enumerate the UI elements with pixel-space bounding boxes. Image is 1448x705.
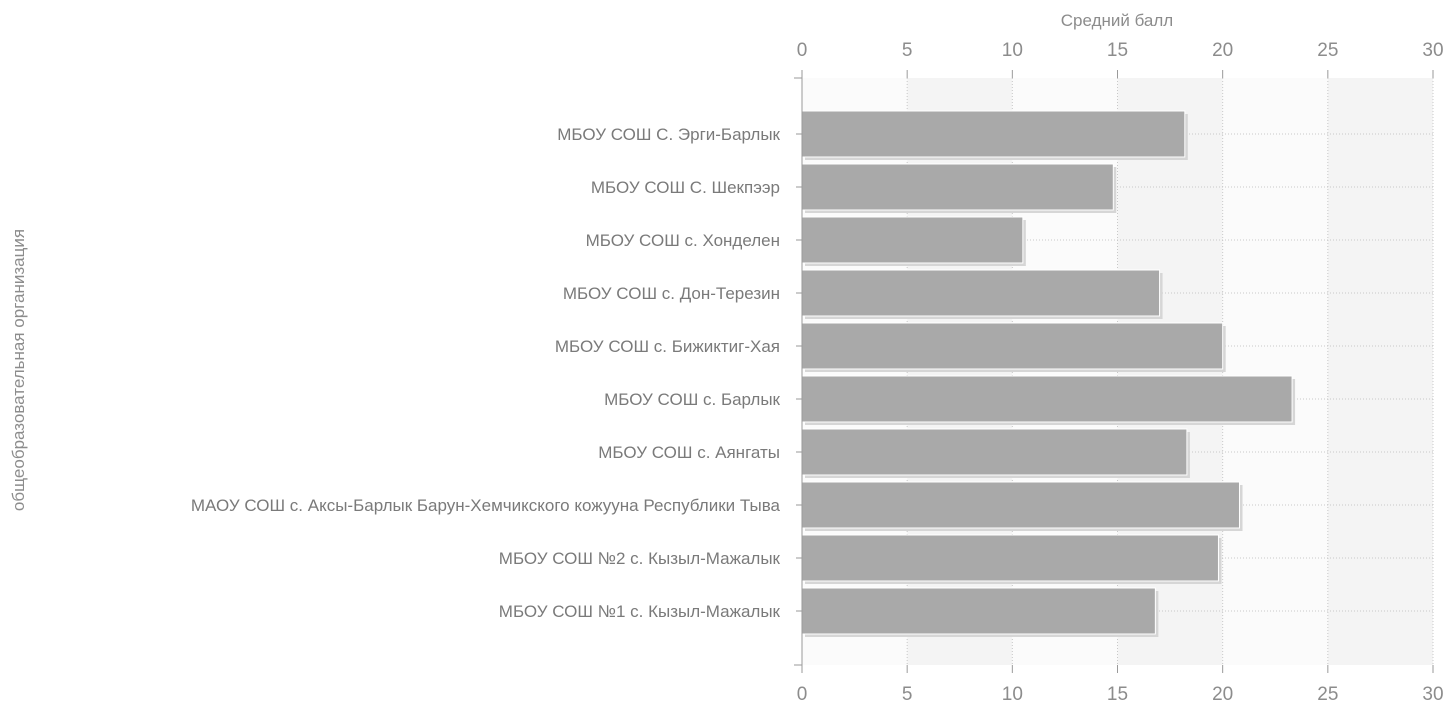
plot-band <box>1223 78 1328 665</box>
bar <box>802 323 1223 369</box>
x-tick-label-bottom: 20 <box>1212 684 1233 705</box>
x-tick-label-bottom: 15 <box>1107 684 1128 705</box>
category-label: МБОУ СОШ с. Бижиктиг-Хая <box>555 337 780 356</box>
y-axis-title: общеобразовательная организация <box>9 229 28 511</box>
x-axis-ticks-bottom: 0 5 10 15 20 25 30 <box>797 684 1444 705</box>
bar <box>802 217 1023 263</box>
category-label: МБОУ СОШ С. Шекпээр <box>591 178 780 197</box>
bar <box>802 429 1187 475</box>
bar <box>802 376 1292 422</box>
category-label: МБОУ СОШ №1 с. Кызыл-Мажалык <box>499 602 781 621</box>
x-tick-label-top: 15 <box>1107 40 1128 61</box>
x-tick-label-top: 5 <box>902 40 913 61</box>
category-labels: МБОУ СОШ С. Эрги-Барлык МБОУ СОШ С. Шекпэ… <box>191 125 781 621</box>
bar <box>802 111 1185 157</box>
x-axis-title: Средний балл <box>1061 11 1173 30</box>
x-tick-label-top: 20 <box>1212 40 1233 61</box>
x-tick-label-top: 10 <box>1002 40 1023 61</box>
category-label: МБОУ СОШ №2 с. Кызыл-Мажалык <box>499 549 781 568</box>
x-tick-label-bottom: 10 <box>1002 684 1023 705</box>
category-label: МБОУ СОШ с. Аянгаты <box>598 443 780 462</box>
bar <box>802 535 1218 581</box>
plot-band <box>1328 78 1433 665</box>
bar <box>802 164 1113 210</box>
category-label: МБОУ СОШ с. Барлык <box>604 390 780 409</box>
category-label: МБОУ СОШ С. Эрги-Барлык <box>557 125 780 144</box>
x-tick-label-top: 0 <box>797 40 808 61</box>
x-tick-label-top: 30 <box>1422 40 1443 61</box>
x-tick-label-bottom: 5 <box>902 684 913 705</box>
x-tick-label-bottom: 25 <box>1317 684 1338 705</box>
category-label: МАОУ СОШ с. Аксы-Барлык Барун-Хемчикског… <box>191 496 781 515</box>
bar <box>802 482 1239 528</box>
x-tick-label-bottom: 30 <box>1422 684 1443 705</box>
x-axis-ticks-top: 0 5 10 15 20 25 30 <box>797 40 1444 61</box>
x-tick-label-bottom: 0 <box>797 684 808 705</box>
category-label: МБОУ СОШ с. Дон-Терезин <box>563 284 780 303</box>
bar <box>802 588 1155 634</box>
bar <box>802 270 1160 316</box>
x-tick-label-top: 25 <box>1317 40 1338 61</box>
category-label: МБОУ СОШ с. Хонделен <box>586 231 780 250</box>
